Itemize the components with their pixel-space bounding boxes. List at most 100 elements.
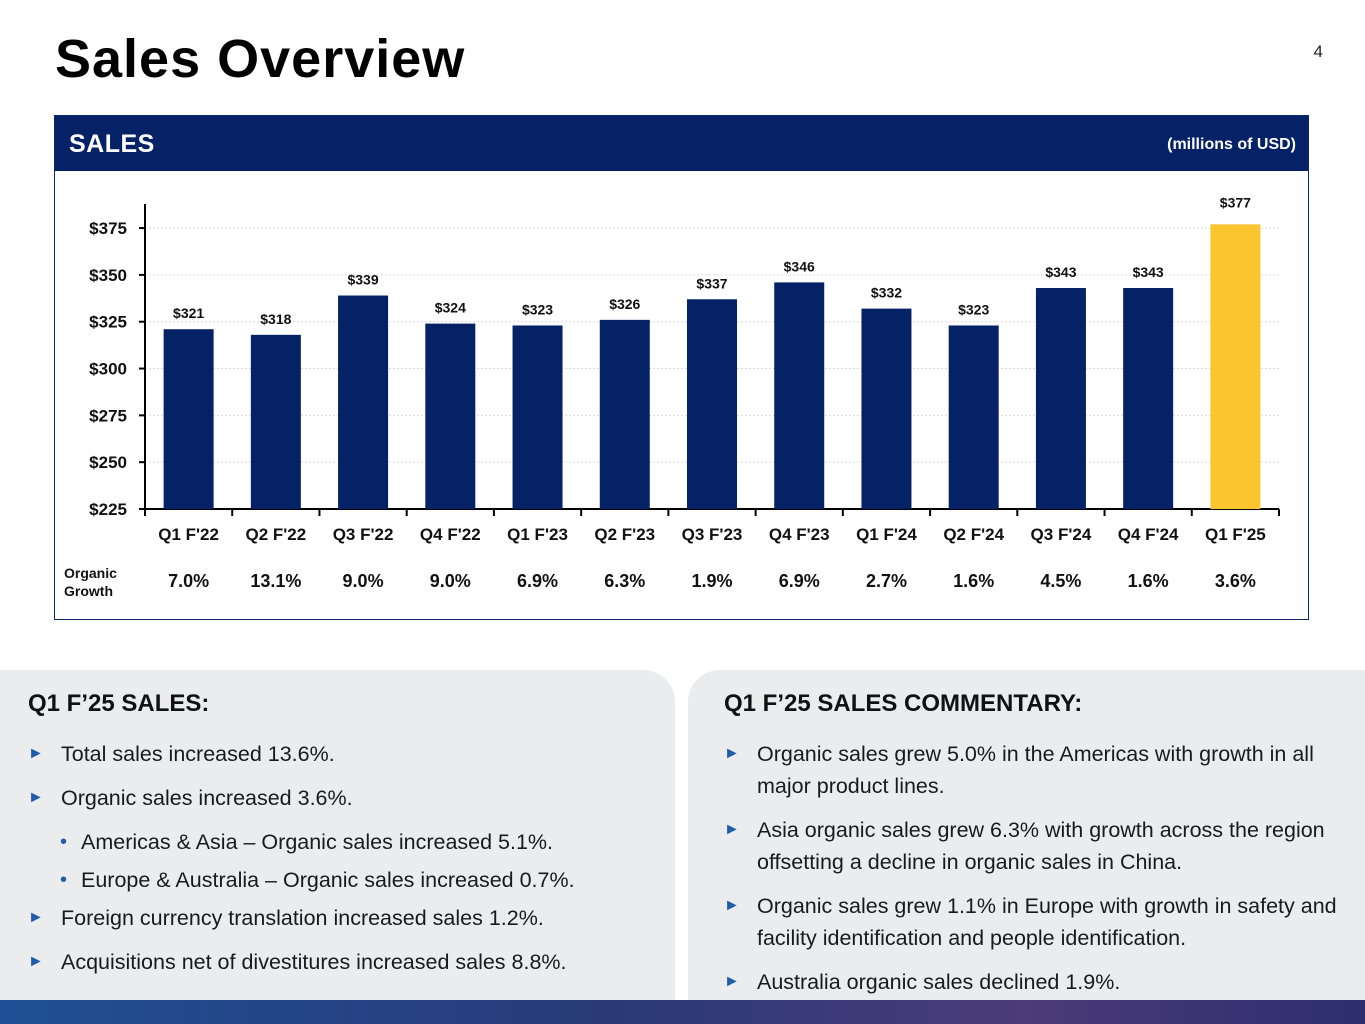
sales-bar xyxy=(338,295,389,509)
sales-commentary-panel: Q1 F’25 SALES COMMENTARY: ► Organic sales… xyxy=(688,670,1365,1000)
organic-growth-value: 1.6% xyxy=(953,571,994,591)
sub-bullet-item: • Americas & Asia – Organic sales increas… xyxy=(28,826,658,858)
category-label: Q1 F'24 xyxy=(856,525,917,544)
bullet-item: ► Total sales increased 13.6%. xyxy=(28,738,658,770)
organic-growth-label: Organic Growth xyxy=(64,565,117,599)
category-label: Q3 F'22 xyxy=(333,525,394,544)
bullet-arrow-icon: ► xyxy=(724,821,740,838)
sales-bar xyxy=(948,325,999,509)
bar-value-label: $324 xyxy=(435,300,466,316)
category-label: Q1 F'22 xyxy=(158,525,219,544)
bullet-arrow-icon: ► xyxy=(724,897,740,914)
organic-growth-value: 9.0% xyxy=(343,571,384,591)
bullet-text: Organic sales grew 1.1% in Europe with g… xyxy=(757,894,1337,950)
category-label: Q4 F'23 xyxy=(769,525,830,544)
category-label: Q4 F'24 xyxy=(1118,525,1179,544)
organic-growth-value: 3.6% xyxy=(1215,571,1256,591)
bullet-item: ► Foreign currency translation increased … xyxy=(28,902,658,934)
bar-value-label: $318 xyxy=(260,311,291,327)
bullet-item: ► Australia organic sales declined 1.9%. xyxy=(724,966,1339,998)
bar-value-label: $346 xyxy=(784,258,815,274)
q1-sales-list: ► Total sales increased 13.6%. ► Organic sa… xyxy=(28,738,658,990)
bullet-text: Total sales increased 13.6%. xyxy=(61,742,335,766)
bullet-text: Foreign currency translation increased s… xyxy=(61,906,544,930)
sales-commentary-title: Q1 F’25 SALES COMMENTARY: xyxy=(724,690,1083,717)
y-tick-label: $300 xyxy=(89,360,127,379)
bullet-text: Acquisitions net of divestitures increas… xyxy=(61,950,567,974)
sales-bar xyxy=(425,323,476,509)
organic-growth-value: 9.0% xyxy=(430,571,471,591)
y-tick-label: $350 xyxy=(89,266,127,285)
sales-bar xyxy=(861,308,912,509)
sales-bar xyxy=(512,325,563,509)
organic-growth-value: 7.0% xyxy=(168,571,209,591)
bullet-text: Australia organic sales declined 1.9%. xyxy=(757,970,1121,994)
bar-value-label: $326 xyxy=(609,296,640,312)
sales-bar xyxy=(1210,224,1261,509)
organic-growth-value: 1.9% xyxy=(691,571,732,591)
bullet-item: ► Organic sales grew 1.1% in Europe with … xyxy=(724,890,1339,954)
y-tick-label: $275 xyxy=(89,406,127,425)
sales-bar xyxy=(774,282,825,509)
bullet-text: Asia organic sales grew 6.3% with growth… xyxy=(757,818,1325,874)
organic-growth-value: 6.9% xyxy=(517,571,558,591)
y-tick-label: $375 xyxy=(89,219,127,238)
bullet-arrow-icon: ► xyxy=(28,745,44,762)
category-label: Q2 F'23 xyxy=(594,525,655,544)
footer-bar xyxy=(0,1000,1365,1024)
sales-commentary-list: ► Organic sales grew 5.0% in the Americas… xyxy=(724,738,1339,1010)
y-tick-label: $325 xyxy=(89,313,127,332)
category-label: Q3 F'24 xyxy=(1031,525,1092,544)
bullet-text: Organic sales increased 3.6%. xyxy=(61,786,353,810)
bullet-arrow-icon: ► xyxy=(28,789,44,806)
bullet-item: ► Acquisitions net of divestitures increa… xyxy=(28,946,658,978)
category-label: Q3 F'23 xyxy=(682,525,743,544)
sales-bar xyxy=(1123,288,1174,509)
bullet-arrow-icon: ► xyxy=(724,745,740,762)
bullet-text: Americas & Asia – Organic sales increase… xyxy=(81,830,554,854)
bar-value-label: $339 xyxy=(347,272,378,288)
bar-value-label: $377 xyxy=(1220,194,1251,210)
bar-value-label: $323 xyxy=(522,301,553,317)
sales-bar xyxy=(250,334,301,509)
bar-value-label: $337 xyxy=(696,275,727,291)
sales-bar xyxy=(1035,288,1086,509)
bullet-arrow-icon: ► xyxy=(28,909,44,926)
bullet-arrow-icon: ► xyxy=(724,973,740,990)
organic-growth-value: 13.1% xyxy=(250,571,301,591)
sales-bar xyxy=(687,299,737,509)
y-tick-label: $250 xyxy=(89,453,127,472)
category-label: Q2 F'22 xyxy=(245,525,306,544)
bullet-text: Organic sales grew 5.0% in the Americas … xyxy=(757,742,1314,798)
sales-bar xyxy=(163,329,214,509)
sales-chart-panel: SALES (millions of USD) $225 $250 $275 $300… xyxy=(54,115,1309,620)
organic-growth-value: 4.5% xyxy=(1040,571,1081,591)
bullet-text: Europe & Australia – Organic sales incre… xyxy=(81,868,575,892)
bullet-dot-icon: • xyxy=(60,869,68,891)
bar-value-label: $343 xyxy=(1045,264,1076,280)
organic-growth-value: 1.6% xyxy=(1128,571,1169,591)
organic-growth-value: 6.3% xyxy=(604,571,645,591)
bullet-item: ► Organic sales grew 5.0% in the Americas… xyxy=(724,738,1339,802)
q1-sales-title: Q1 F’25 SALES: xyxy=(28,690,210,717)
bar-value-label: $323 xyxy=(958,301,989,317)
y-tick-label: $225 xyxy=(89,500,127,519)
sales-bar xyxy=(599,319,650,509)
q1-sales-panel: Q1 F’25 SALES: ► Total sales increased 13… xyxy=(0,670,675,1000)
bullet-item: ► Asia organic sales grew 6.3% with growt… xyxy=(724,814,1339,878)
category-label: Q1 F'23 xyxy=(507,525,568,544)
page-title: Sales Overview xyxy=(55,29,466,89)
bar-value-label: $321 xyxy=(173,305,204,321)
page-number: 4 xyxy=(1313,42,1323,61)
chart-title: SALES xyxy=(69,130,155,158)
sub-bullet-item: • Europe & Australia – Organic sales incr… xyxy=(28,864,658,896)
organic-growth-value: 2.7% xyxy=(866,571,907,591)
category-label: Q1 F'25 xyxy=(1205,525,1266,544)
chart-units: (millions of USD) xyxy=(1167,136,1296,153)
chart-header: SALES (millions of USD) xyxy=(55,116,1308,171)
bullet-arrow-icon: ► xyxy=(28,953,44,970)
bullet-dot-icon: • xyxy=(60,831,68,853)
sales-bar-chart: $225 $250 $275 $300 $325 $350 $375 $321 Q1 F'22 7… xyxy=(64,194,1280,599)
bar-value-label: $332 xyxy=(871,285,902,301)
organic-growth-value: 6.9% xyxy=(779,571,820,591)
